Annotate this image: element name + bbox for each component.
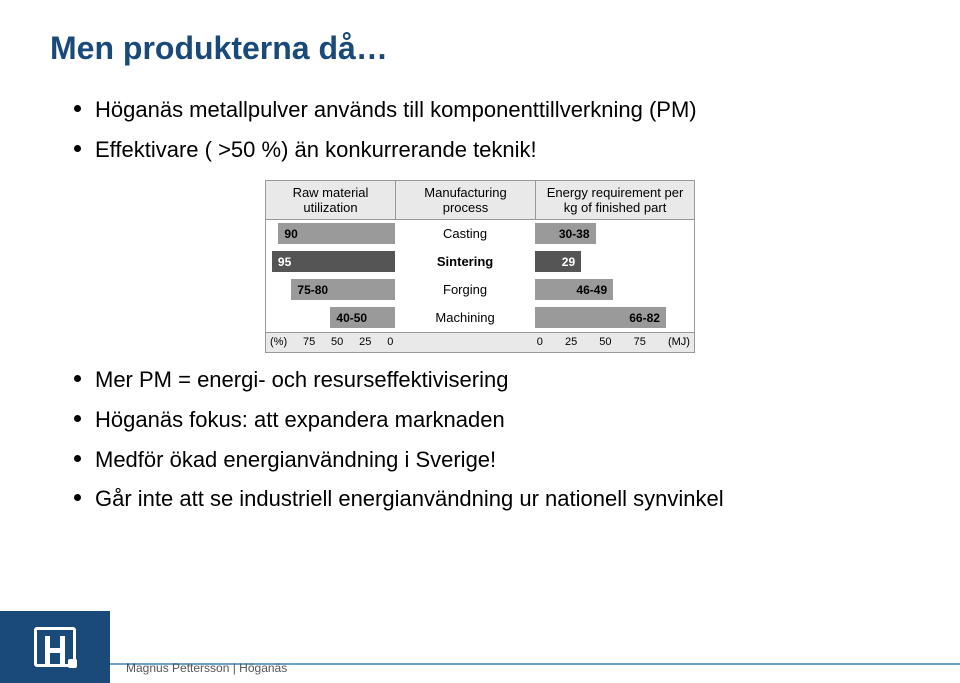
chart-right-cell: 66-82 (535, 304, 694, 331)
process-label: Forging (395, 276, 534, 303)
axis-tick: 75 (634, 336, 646, 348)
bullet-item: Effektivare ( >50 %) än konkurrerande te… (74, 135, 910, 165)
hoganas-logo (0, 611, 110, 683)
process-label: Machining (395, 304, 534, 331)
chart-row: 90Casting30-38 (266, 220, 694, 248)
bullet-item: Mer PM = energi- och resurseffektiviseri… (74, 365, 910, 395)
page-title: Men produkterna då… (50, 30, 910, 67)
axis-right: 0 25 50 75 (MJ) (535, 333, 694, 352)
bullet-dot-icon (74, 145, 81, 152)
chart-right-cell: 30-38 (535, 220, 694, 247)
bullet-item: Medför ökad energianvändning i Sverige! (74, 445, 910, 475)
raw-material-bar: 90 (278, 223, 395, 244)
axis-right-unit: (MJ) (668, 336, 690, 348)
logo-corner-dot (68, 659, 77, 668)
chart-header-right: Energy requirement per kg of finished pa… (536, 181, 694, 219)
bullet-text: Höganäs metallpulver används till kompon… (95, 95, 697, 125)
logo-h-crossbar (45, 648, 65, 653)
axis-left: (%) 75 50 25 0 (266, 333, 395, 352)
axis-tick: 50 (331, 336, 343, 348)
chart-left-cell: 95 (266, 248, 395, 275)
energy-bar: 29 (535, 251, 581, 272)
energy-bar: 46-49 (535, 279, 613, 300)
chart-right-cell: 46-49 (535, 276, 694, 303)
chart-container: Raw material utilization Manufacturing p… (50, 180, 910, 353)
axis-tick: 25 (565, 336, 577, 348)
axis-left-unit: (%) (270, 336, 287, 348)
raw-material-bar: 75-80 (291, 279, 395, 300)
raw-material-bar: 95 (272, 251, 396, 272)
chart-left-cell: 40-50 (266, 304, 395, 331)
raw-material-bar: 40-50 (330, 307, 395, 328)
bullet-item: Höganäs fokus: att expandera marknaden (74, 405, 910, 435)
bullet-text: Går inte att se industriell energianvänd… (95, 484, 724, 514)
energy-bar: 66-82 (535, 307, 666, 328)
chart-row: 75-80Forging46-49 (266, 276, 694, 304)
chart-body: 90Casting30-3895Sintering2975-80Forging4… (266, 219, 694, 332)
bullet-text: Höganäs fokus: att expandera marknaden (95, 405, 505, 435)
bullet-dot-icon (74, 494, 81, 501)
footer: Magnus Pettersson | Höganäs (0, 627, 960, 683)
footer-text: Magnus Pettersson | Höganäs (126, 661, 287, 675)
slide-page: Men produkterna då… Höganäs metallpulver… (0, 0, 960, 683)
bullet-text: Medför ökad energianvändning i Sverige! (95, 445, 496, 475)
chart-left-cell: 75-80 (266, 276, 395, 303)
chart-header-mid: Manufacturing process (396, 181, 536, 219)
chart-header-left: Raw material utilization (266, 181, 396, 219)
chart-row: 95Sintering29 (266, 248, 694, 276)
bullets-top: Höganäs metallpulver används till kompon… (74, 95, 910, 164)
chart-axis: (%) 75 50 25 0 0 25 50 75 (MJ) (266, 332, 694, 352)
chart-header: Raw material utilization Manufacturing p… (266, 181, 694, 219)
bullet-text: Mer PM = energi- och resurseffektiviseri… (95, 365, 508, 395)
chart-right-cell: 29 (535, 248, 694, 275)
process-label: Casting (395, 220, 534, 247)
axis-tick: 50 (599, 336, 611, 348)
bullet-item: Höganäs metallpulver används till kompon… (74, 95, 910, 125)
axis-tick: 0 (387, 336, 393, 348)
chart-left-cell: 90 (266, 220, 395, 247)
chart-row: 40-50Machining66-82 (266, 304, 694, 332)
axis-tick: 0 (537, 336, 543, 348)
axis-mid-spacer (395, 333, 534, 352)
comparison-chart: Raw material utilization Manufacturing p… (265, 180, 695, 353)
bullet-dot-icon (74, 415, 81, 422)
axis-tick: 75 (303, 336, 315, 348)
bullet-text: Effektivare ( >50 %) än konkurrerande te… (95, 135, 537, 165)
bullet-dot-icon (74, 105, 81, 112)
process-label: Sintering (395, 248, 534, 275)
bullets-bottom: Mer PM = energi- och resurseffektiviseri… (74, 365, 910, 514)
bullet-dot-icon (74, 455, 81, 462)
bullet-dot-icon (74, 375, 81, 382)
energy-bar: 30-38 (535, 223, 596, 244)
bullet-item: Går inte att se industriell energianvänd… (74, 484, 910, 514)
axis-tick: 25 (359, 336, 371, 348)
logo-h-icon (34, 627, 76, 667)
